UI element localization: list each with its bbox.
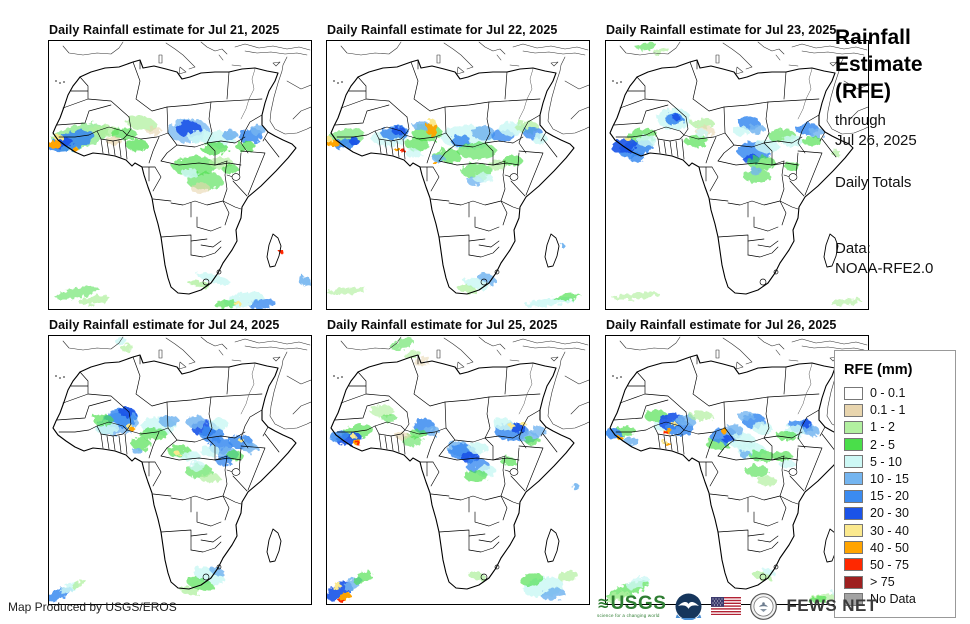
legend-swatch [844,438,863,452]
rainfall-map-jul-23 [605,40,869,310]
panel-jul-23: Daily Rainfall estimate for Jul 23, 2025 [605,23,869,310]
sidebar-data-label: Data: [835,240,871,257]
legend-label: > 75 [870,575,895,590]
rainfall-map-jul-25 [326,335,590,605]
legend-label: 0.1 - 1 [870,403,906,418]
legend-swatch [844,575,863,589]
legend-label: 1 - 2 [870,420,896,435]
rainfall-map-jul-21 [48,40,312,310]
legend-swatch [844,489,863,503]
sidebar-title-line-1: Rainfall [835,26,911,49]
africa-borders [330,336,589,590]
legend-swatch [844,403,863,417]
panel-title: Daily Rainfall estimate for Jul 21, 2025 [49,23,280,37]
usgs-wave-icon: ≋ [597,594,610,612]
sidebar-daily-totals: Daily Totals [835,174,912,191]
legend-items: 0 - 0.1 0.1 - 1 1 - 2 2 - 5 5 - 10 10 - 15 15 … [844,386,949,606]
rainfall-map-jul-24 [48,335,312,605]
africa-borders [609,41,868,295]
legend-item: 5 - 10 [844,455,949,469]
legend-item: 20 - 30 [844,506,949,520]
noaa-logo-icon [675,593,702,620]
legend-item: 30 - 40 [844,524,949,538]
rainfall-map-jul-26 [605,335,869,605]
legend-label: 10 - 15 [870,471,909,486]
legend-item: 50 - 75 [844,558,949,572]
legend-item: 0.1 - 1 [844,403,949,417]
legend-label: 40 - 50 [870,540,909,555]
legend-item: 2 - 5 [844,438,949,452]
sidebar-data-value: NOAA-RFE2.0 [835,260,934,277]
panel-title: Daily Rainfall estimate for Jul 22, 2025 [327,23,558,37]
africa-borders [52,336,311,590]
legend-swatch [844,472,863,486]
panel-title: Daily Rainfall estimate for Jul 24, 2025 [49,318,280,332]
legend-label: 50 - 75 [870,557,909,572]
legend-swatch [844,455,863,469]
legend-item: 10 - 15 [844,472,949,486]
legend-box: RFE (mm) 0 - 0.1 0.1 - 1 1 - 2 2 - 5 5 - 10 1… [834,350,956,619]
rainfall-raster [327,119,581,308]
sidebar: Rainfall Estimate (RFE) through Jul 26, … [835,24,965,279]
rainfall-raster [327,337,580,603]
panel-title: Daily Rainfall estimate for Jul 26, 2025 [606,318,837,332]
panel-title: Daily Rainfall estimate for Jul 23, 2025 [606,23,837,37]
legend-label: 5 - 10 [870,454,902,469]
sidebar-date: Jul 26, 2025 [835,132,917,149]
rainfall-raster [611,41,862,306]
sidebar-title-line-2: Estimate [835,53,923,76]
legend-item: 15 - 20 [844,489,949,503]
legend-title: RFE (mm) [844,362,913,378]
panel-jul-22: Daily Rainfall estimate for Jul 22, 2025 [326,23,590,310]
usgs-logo: ≋ USGS science for a changing world [597,594,666,619]
rainfall-raster [49,115,311,309]
legend-item: 40 - 50 [844,541,949,555]
legend-item: 0 - 0.1 [844,386,949,400]
legend-swatch [844,524,863,537]
legend-swatch [844,592,863,606]
legend-label: 20 - 30 [870,506,909,521]
sidebar-through: through [835,112,886,129]
legend-label: 0 - 0.1 [870,386,906,400]
africa-borders [609,336,868,590]
africa-borders [330,41,589,295]
legend-swatch [844,506,863,520]
legend-swatch [844,558,863,572]
panel-jul-25: Daily Rainfall estimate for Jul 25, 2025 [326,318,590,605]
panel-jul-21: Daily Rainfall estimate for Jul 21, 2025 [48,23,312,310]
legend-label: 30 - 40 [870,523,909,538]
legend-item: > 75 [844,575,949,589]
rainfall-raster [49,337,258,602]
rainfall-map-jul-22 [326,40,590,310]
legend-item: 1 - 2 [844,420,949,434]
legend-label: 2 - 5 [870,437,896,452]
usgs-logo-text: USGS [610,592,667,614]
panel-jul-24: Daily Rainfall estimate for Jul 24, 2025 [48,318,312,605]
legend-item: No Data [844,592,949,606]
footer-logos: ≋ USGS science for a changing world [597,591,877,621]
us-flag-icon [711,597,742,615]
panel-title: Daily Rainfall estimate for Jul 25, 2025 [327,318,558,332]
legend-swatch [844,541,863,555]
legend-swatch [844,420,863,434]
legend-swatch [844,386,863,400]
legend-label: 15 - 20 [870,489,909,504]
state-seal-icon [750,592,778,620]
legend-label: No Data [870,592,916,607]
fews-net-logo-text: FEWS NET [786,596,878,615]
usgs-tagline: science for a changing world [597,612,660,618]
map-credit: Map Produced by USGS/EROS [8,600,177,614]
panel-jul-26: Daily Rainfall estimate for Jul 26, 2025 [605,318,869,605]
sidebar-title-line-3: (RFE) [835,80,891,103]
